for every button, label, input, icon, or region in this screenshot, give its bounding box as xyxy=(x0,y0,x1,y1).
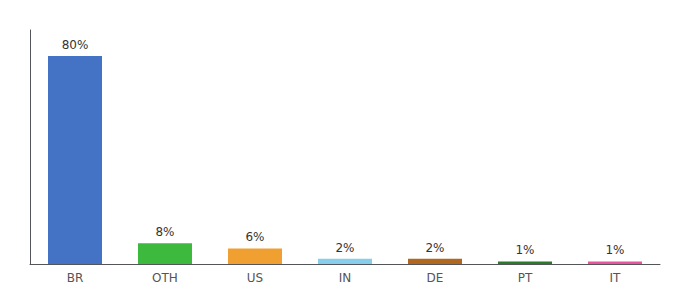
svg-text:BR: BR xyxy=(67,271,84,285)
svg-text:2%: 2% xyxy=(335,241,354,255)
svg-text:1%: 1% xyxy=(515,243,534,257)
svg-text:DE: DE xyxy=(427,271,444,285)
svg-text:IT: IT xyxy=(610,271,622,285)
svg-text:1%: 1% xyxy=(605,243,624,257)
svg-text:8%: 8% xyxy=(155,225,174,239)
svg-text:IN: IN xyxy=(339,271,352,285)
svg-text:PT: PT xyxy=(518,271,533,285)
svg-text:US: US xyxy=(247,271,263,285)
svg-text:6%: 6% xyxy=(245,230,264,244)
svg-text:2%: 2% xyxy=(425,241,444,255)
svg-text:80%: 80% xyxy=(62,38,89,52)
svg-text:OTH: OTH xyxy=(152,271,178,285)
